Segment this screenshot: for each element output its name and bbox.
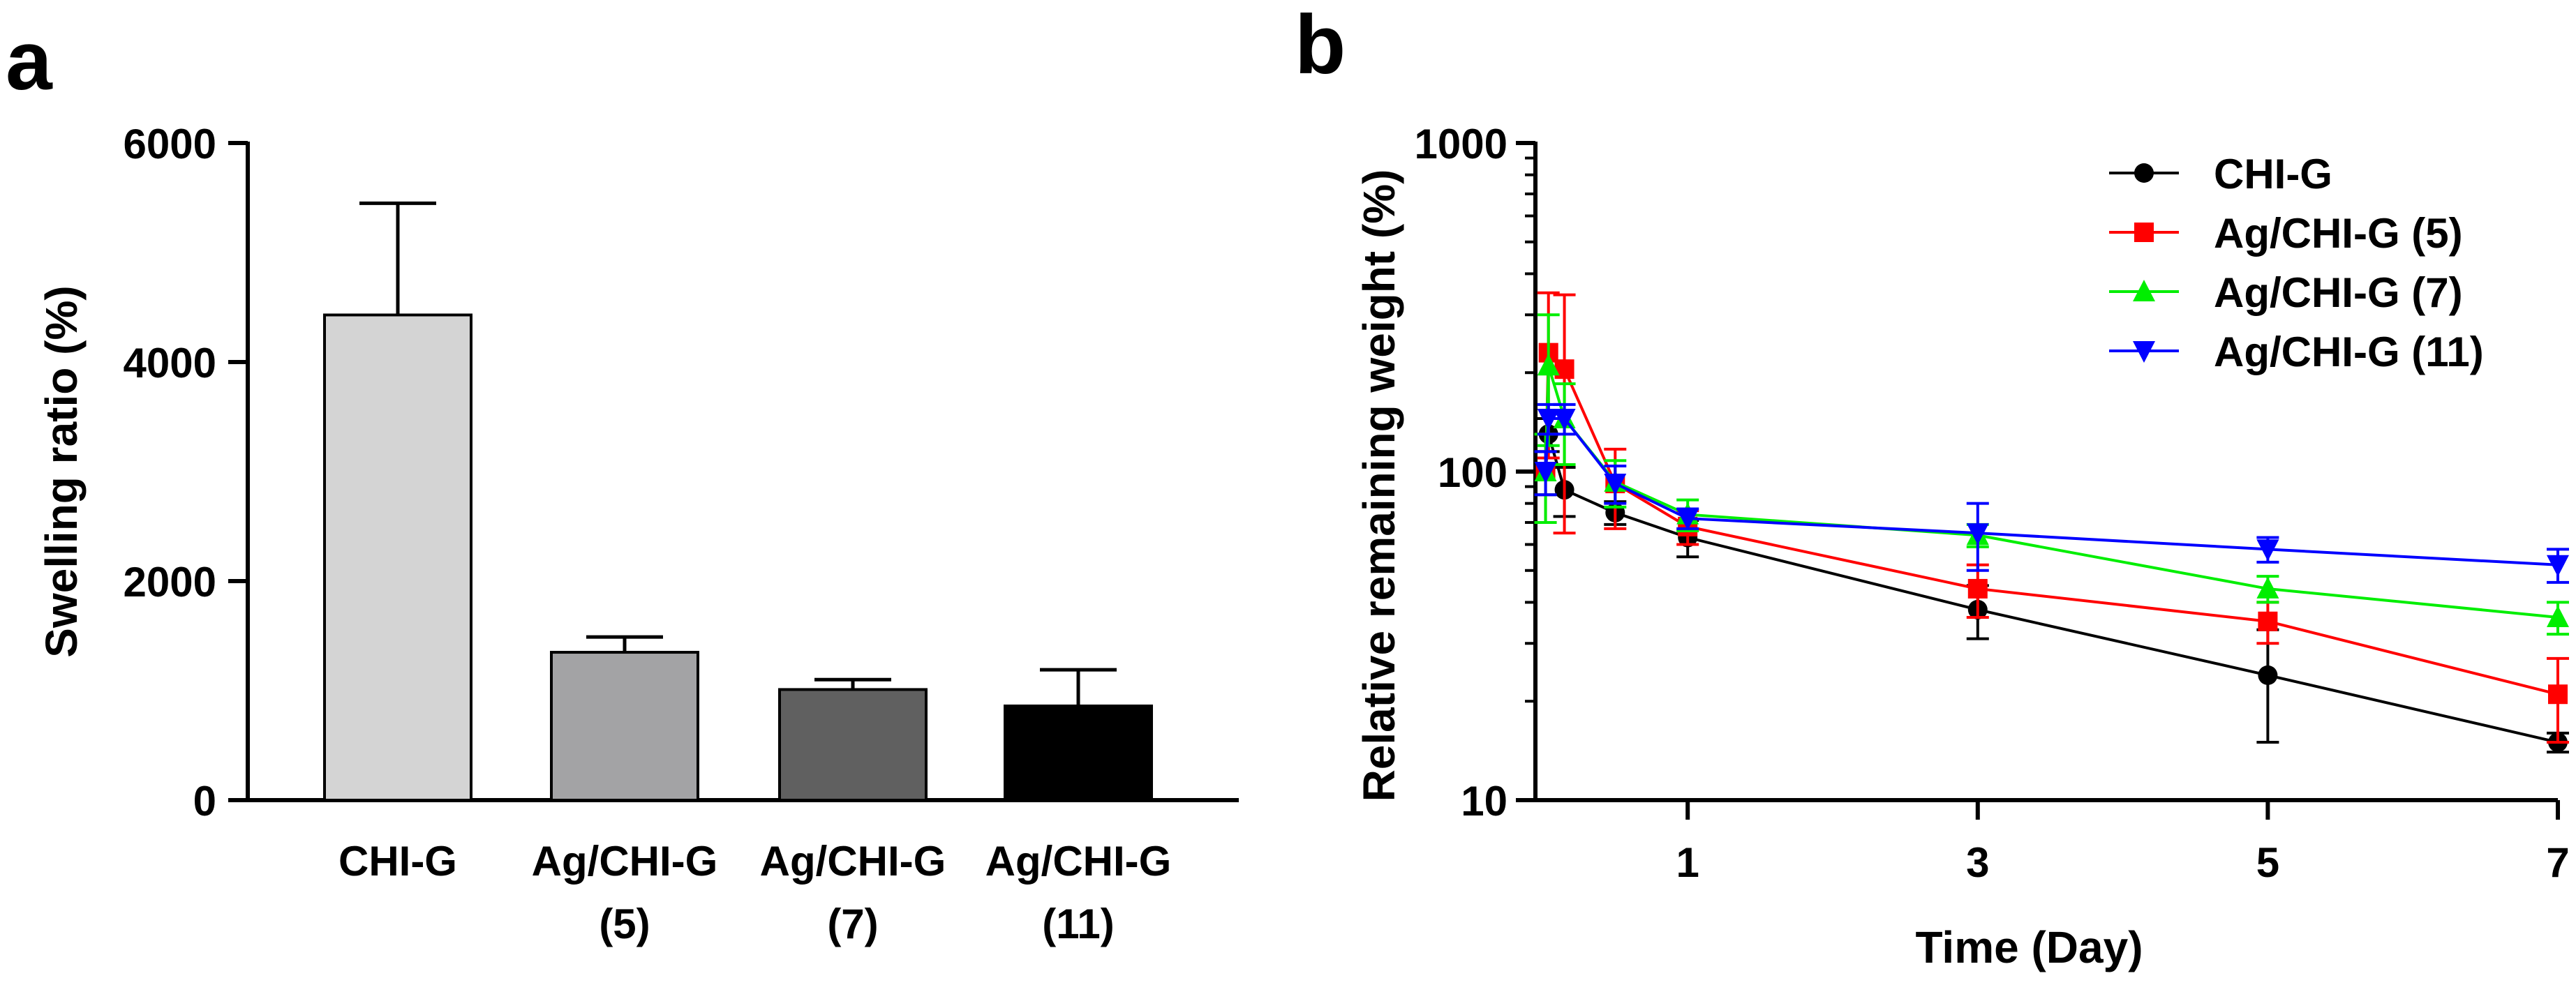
a-x-tick-label: Ag/CHI-G bbox=[532, 838, 718, 885]
b-data-point bbox=[1554, 359, 1574, 379]
a-bar bbox=[1004, 704, 1153, 802]
b-x-tick-label: 7 bbox=[2546, 839, 2569, 886]
b-series-line bbox=[1544, 433, 2559, 744]
b-data-point bbox=[1537, 354, 1560, 376]
b-legend-label: Ag/CHI-G (11) bbox=[2214, 329, 2484, 375]
a-y-tick-label: 2000 bbox=[124, 559, 216, 606]
b-series-3 bbox=[1534, 403, 2569, 584]
b-data-point bbox=[2258, 665, 2278, 685]
b-x-tick-label: 1 bbox=[1676, 839, 1699, 886]
a-bar bbox=[778, 688, 928, 802]
b-data-point bbox=[2256, 576, 2279, 599]
b-legend-label: Ag/CHI-G (5) bbox=[2214, 210, 2463, 257]
a-x-tick-label-line2: (11) bbox=[1042, 901, 1114, 947]
b-x-tick-label: 5 bbox=[2256, 839, 2279, 886]
b-data-point bbox=[1534, 462, 1557, 483]
b-series-0 bbox=[1534, 416, 2569, 754]
bar-chart-a: Swelling ratio (%) 0 2000 4000 6000 CHI-G Ag/… bbox=[36, 121, 1239, 947]
a-y-axis-label: Swelling ratio (%) bbox=[36, 285, 87, 657]
a-x-tick-label-line2: (7) bbox=[827, 901, 878, 947]
b-legend-marker bbox=[2133, 341, 2155, 363]
b-data-point bbox=[2256, 539, 2279, 562]
b-series-line bbox=[1544, 416, 2559, 566]
b-data-point bbox=[1537, 408, 1560, 430]
line-chart-b: Relative remaining weight (%) Time (Day)… bbox=[1354, 121, 2570, 972]
b-legend: CHI-G Ag/CHI-G (5) Ag/CHI-G (7) Ag/CHI-G (1… bbox=[2109, 151, 2484, 375]
b-legend-label: Ag/CHI-G (7) bbox=[2214, 269, 2463, 316]
a-x-tick-label: CHI-G bbox=[338, 838, 457, 885]
b-legend-label: CHI-G bbox=[2214, 151, 2332, 197]
b-data-point bbox=[2547, 555, 2569, 577]
b-y-tick-label: 10 bbox=[1461, 778, 1507, 825]
a-y-tick-label: 6000 bbox=[124, 121, 216, 167]
a-x-tick-label: Ag/CHI-G bbox=[760, 838, 946, 885]
panel-label-b: b bbox=[1295, 0, 1346, 91]
b-data-point bbox=[1966, 523, 1989, 546]
a-x-tick-label-line2: (5) bbox=[599, 901, 650, 947]
b-legend-marker bbox=[2133, 280, 2155, 301]
b-x-axis-label: Time (Day) bbox=[1915, 922, 2143, 972]
b-y-tick-label: 1000 bbox=[1415, 121, 1507, 167]
a-y-tick-label: 4000 bbox=[124, 340, 216, 386]
b-series-line bbox=[1544, 365, 2559, 619]
a-x-tick-label: Ag/CHI-G bbox=[985, 838, 1172, 885]
b-legend-marker bbox=[2134, 163, 2154, 183]
b-data-point bbox=[1553, 408, 1576, 430]
b-legend-marker bbox=[2134, 223, 2154, 242]
b-data-point bbox=[1604, 474, 1627, 496]
panel-label-a: a bbox=[6, 14, 53, 107]
b-data-point bbox=[2258, 611, 2278, 631]
b-data-point bbox=[1967, 578, 1988, 599]
a-y-tick-label: 0 bbox=[193, 778, 216, 825]
b-y-axis-label: Relative remaining weight (%) bbox=[1354, 170, 1404, 802]
b-data-point bbox=[2547, 605, 2569, 627]
a-bar bbox=[550, 651, 699, 802]
b-x-tick-label: 3 bbox=[1966, 839, 1989, 886]
a-bar bbox=[323, 313, 472, 802]
b-data-point bbox=[1676, 509, 1699, 531]
b-data-point bbox=[2548, 684, 2568, 705]
b-y-tick-label: 100 bbox=[1438, 449, 1507, 496]
